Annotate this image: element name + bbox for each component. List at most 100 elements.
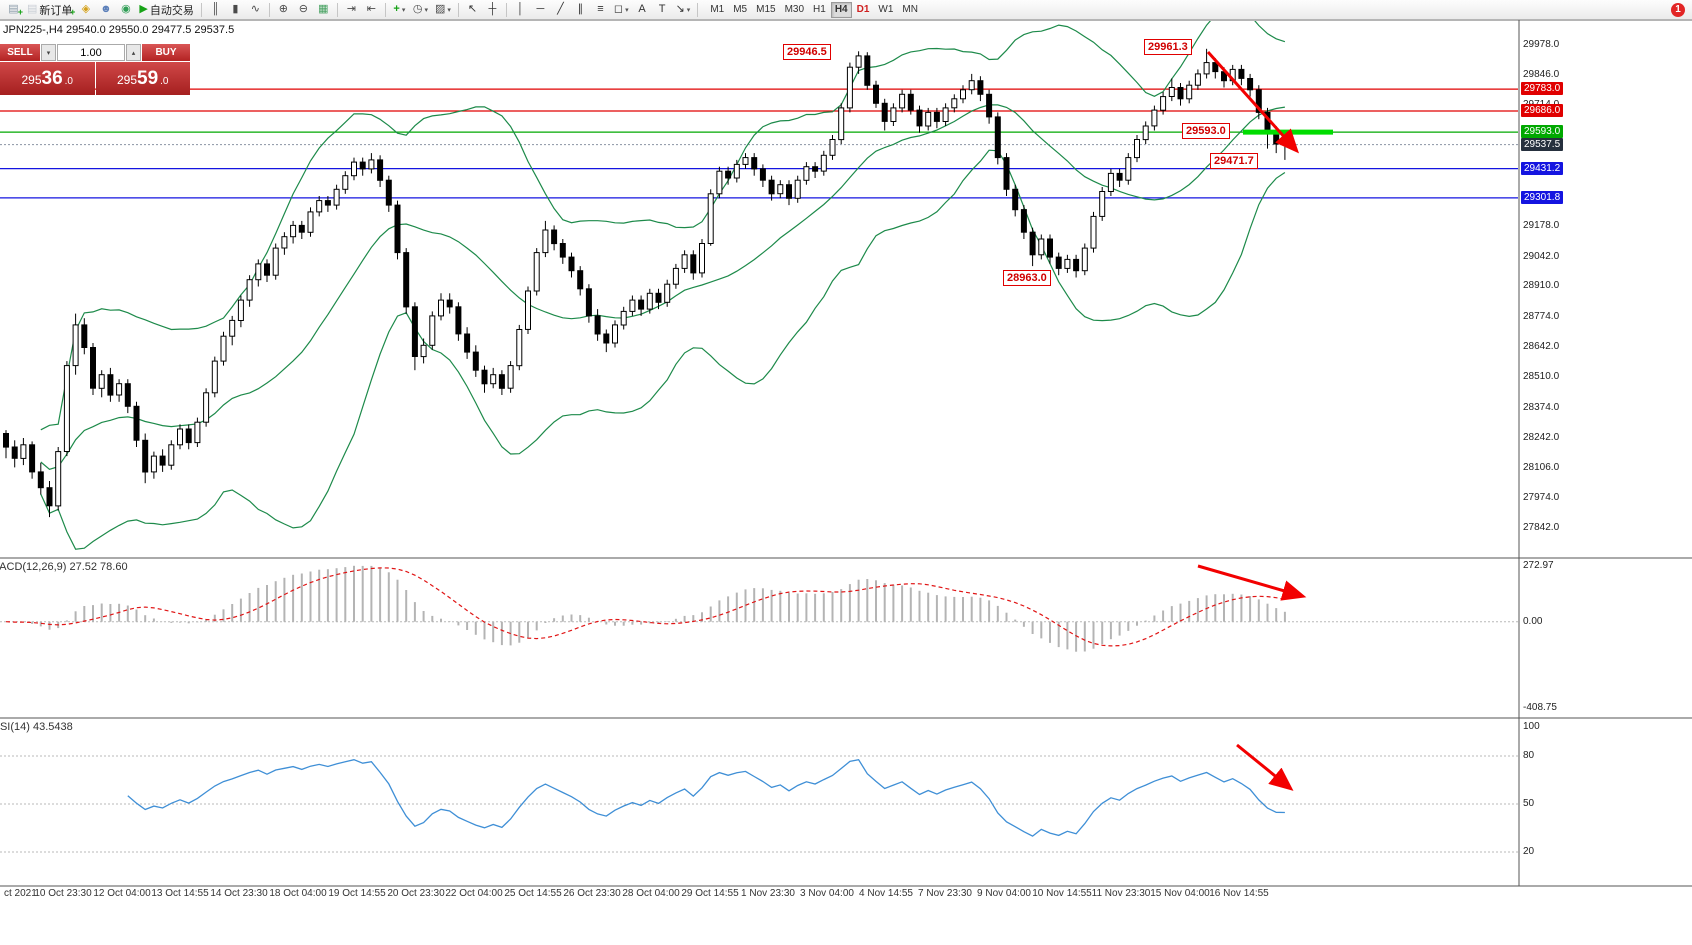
timeframe-group: M1 M5 M15 M30 H1 H4 D1 W1 MN xyxy=(706,1,922,18)
volume-increase-button[interactable]: ▴ xyxy=(126,44,141,61)
cursor-button[interactable]: ↖ xyxy=(463,1,482,18)
candlestick-chart-icon: ▮ xyxy=(232,3,239,15)
toolbar: ▤ + ▤ + 新订单 ◈ ☻ ◉ ▶ 自动交易 ║ ▮ ∿ ⊕ ⊖ ▦ ⇥ ⇤ + ▾ ◷ ▾ ▨ ▾ ↖ ┼ │ ─ ╱ ∥ ≡ ◻ ▾ A T… xyxy=(0,0,1692,20)
toolbar-separator xyxy=(384,2,386,17)
sell-price: 295 36.0 xyxy=(21,69,73,88)
dropdown-caret-icon: ▾ xyxy=(424,6,428,14)
navigator-icon: ☻ xyxy=(100,3,112,15)
zoom-out-icon: ⊖ xyxy=(298,3,308,15)
channel-icon: ∥ xyxy=(577,3,584,15)
trendline-icon: ╱ xyxy=(557,3,564,15)
auto-trading-icon: ▶ xyxy=(139,3,148,15)
trendline-button[interactable]: ╱ xyxy=(551,1,570,18)
chart-shift-icon: ⇤ xyxy=(366,3,376,15)
cursor-icon: ↖ xyxy=(467,3,478,15)
price-part: 295 xyxy=(116,73,138,87)
vertical-line-button[interactable]: │ xyxy=(511,1,530,18)
timeframe-h1-button[interactable]: H1 xyxy=(809,2,830,18)
shapes-button[interactable]: ◻ ▾ xyxy=(611,1,632,18)
dropdown-caret-icon: ▾ xyxy=(447,6,451,14)
market-watch-icon: ◈ xyxy=(81,3,91,15)
plus-icon: + xyxy=(17,7,23,17)
new-order-label: 新订单 xyxy=(39,4,73,17)
sell-button[interactable]: SELL xyxy=(0,44,40,61)
volume-decrease-button[interactable]: ▾ xyxy=(41,44,56,61)
auto-trading-label: 自动交易 xyxy=(149,4,194,17)
new-order-icon: ▤ xyxy=(27,3,38,15)
timeframe-w1-button[interactable]: W1 xyxy=(874,2,897,18)
new-chart-button[interactable]: ▤ + xyxy=(4,1,23,18)
navigator-button[interactable]: ☻ xyxy=(96,1,115,18)
label-icon: T xyxy=(658,3,666,15)
community-button[interactable]: ◉ xyxy=(116,1,135,18)
price-part: 36 xyxy=(41,68,63,89)
tile-windows-button[interactable]: ▦ xyxy=(314,1,333,18)
auto-scroll-button[interactable]: ⇥ xyxy=(342,1,361,18)
arrows-tool-icon: ↘ xyxy=(675,3,685,15)
tile-windows-icon: ▦ xyxy=(318,3,329,15)
toolbar-separator xyxy=(268,2,270,17)
new-order-button[interactable]: ▤ + 新订单 xyxy=(24,1,75,18)
buy-price-tile[interactable]: 295 59.0 xyxy=(95,62,190,95)
templates-button[interactable]: ▨ ▾ xyxy=(432,1,454,18)
bar-chart-icon: ║ xyxy=(211,3,220,15)
timeframe-m15-button[interactable]: M15 xyxy=(752,2,779,18)
timeframe-mn-button[interactable]: MN xyxy=(898,2,922,18)
text-icon: A xyxy=(638,3,646,15)
timeframe-m5-button[interactable]: M5 xyxy=(729,2,751,18)
notification-badge[interactable]: 1 xyxy=(1671,2,1685,17)
candlestick-chart-button[interactable]: ▮ xyxy=(226,1,245,18)
horizontal-line-button[interactable]: ─ xyxy=(531,1,550,18)
toolbar-separator xyxy=(505,2,507,17)
new-chart-icon: ▤ xyxy=(8,3,19,15)
periods-button[interactable]: ◷ ▾ xyxy=(410,1,431,18)
dropdown-caret-icon: ▾ xyxy=(625,6,629,14)
zoom-out-button[interactable]: ⊖ xyxy=(294,1,313,18)
crosshair-button[interactable]: ┼ xyxy=(483,1,502,18)
toolbar-separator xyxy=(697,2,699,17)
sell-price-tile[interactable]: 295 36.0 xyxy=(0,62,95,95)
community-icon: ◉ xyxy=(121,3,131,15)
zoom-in-icon: ⊕ xyxy=(278,3,288,15)
crosshair-icon: ┼ xyxy=(488,3,497,15)
vertical-line-icon: │ xyxy=(516,3,524,15)
dropdown-caret-icon: ▾ xyxy=(686,6,691,14)
horizontal-line-icon: ─ xyxy=(536,3,545,15)
market-watch-button[interactable]: ◈ xyxy=(76,1,95,18)
timeframe-h4-button[interactable]: H4 xyxy=(830,1,852,18)
price-part: 59 xyxy=(137,68,159,89)
text-button[interactable]: A xyxy=(633,1,652,18)
indicators-icon: + xyxy=(393,3,400,15)
bar-chart-button[interactable]: ║ xyxy=(206,1,225,18)
auto-trading-button[interactable]: ▶ 自动交易 xyxy=(136,1,196,18)
plus-icon: + xyxy=(70,7,76,17)
channel-button[interactable]: ∥ xyxy=(571,1,590,18)
price-part: .0 xyxy=(160,76,169,87)
fibonacci-icon: ≡ xyxy=(597,3,604,15)
indicators-button[interactable]: + ▾ xyxy=(390,1,409,18)
toolbar-separator xyxy=(457,2,459,17)
shapes-icon: ◻ xyxy=(613,3,624,15)
buy-price: 295 59.0 xyxy=(117,69,169,88)
zoom-in-button[interactable]: ⊕ xyxy=(274,1,293,18)
line-chart-icon: ∿ xyxy=(250,3,260,15)
periods-icon: ◷ xyxy=(412,3,423,15)
arrows-tool-button[interactable]: ↘ ▾ xyxy=(673,1,694,18)
timeframe-m1-button[interactable]: M1 xyxy=(706,2,728,18)
label-button[interactable]: T xyxy=(653,1,672,18)
toolbar-separator xyxy=(336,2,338,17)
timeframe-d1-button[interactable]: D1 xyxy=(853,2,874,18)
timeframe-m30-button[interactable]: M30 xyxy=(781,2,808,18)
line-chart-button[interactable]: ∿ xyxy=(246,1,265,18)
price-part: .0 xyxy=(64,76,73,87)
buy-button[interactable]: BUY xyxy=(142,44,190,61)
auto-scroll-icon: ⇥ xyxy=(346,3,356,15)
toolbar-separator xyxy=(200,2,202,17)
dropdown-caret-icon: ▾ xyxy=(401,6,406,14)
chart-shift-button[interactable]: ⇤ xyxy=(362,1,381,18)
fibonacci-button[interactable]: ≡ xyxy=(591,1,610,18)
templates-icon: ▨ xyxy=(435,3,446,15)
price-part: 295 xyxy=(21,73,42,87)
volume-input[interactable]: 1.00 xyxy=(57,44,125,61)
